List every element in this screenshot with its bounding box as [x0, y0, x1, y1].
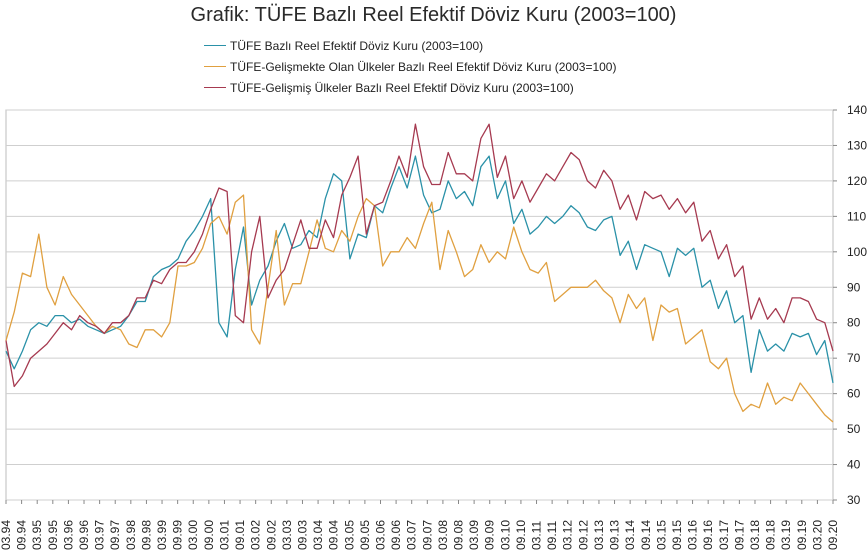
series-line-2: [5, 123, 834, 388]
y-tick-label: 60: [847, 387, 861, 401]
y-tick-label: 30: [847, 493, 861, 507]
x-tick-label: 09.07: [420, 520, 434, 550]
x-tick-label: 03.94: [0, 520, 13, 550]
x-tick-label: 09.13: [608, 520, 622, 550]
x-tick-label: 03.12: [561, 520, 575, 550]
x-tick-label: 09.20: [826, 520, 840, 550]
x-tick-label: 03.05: [342, 520, 356, 550]
x-tick-label: 03.19: [779, 520, 793, 550]
legend-label-tufe: TÜFE Bazlı Reel Efektif Döviz Kuru (2003…: [230, 38, 484, 53]
x-tick-label: 03.99: [155, 520, 169, 550]
x-tick-label: 03.01: [217, 520, 231, 550]
x-tick-label: 03.04: [311, 520, 325, 550]
legend-label-developed: TÜFE-Gelişmiş Ülkeler Bazlı Reel Efektif…: [230, 80, 574, 95]
x-tick-label: 03.98: [124, 520, 138, 550]
legend-entry: TÜFE Bazlı Reel Efektif Döviz Kuru (2003…: [204, 35, 616, 56]
legend-label-emerging: TÜFE-Gelişmekte Olan Ülkeler Bazlı Reel …: [230, 59, 617, 74]
series-line-0: [5, 155, 834, 384]
x-tick-label: 09.96: [77, 520, 91, 550]
y-tick-label: 100: [847, 245, 867, 259]
x-tick-label: 09.97: [108, 520, 122, 550]
x-tick-label: 03.14: [623, 520, 637, 550]
x-tick-label: 09.00: [202, 520, 216, 550]
x-tick-label: 09.99: [171, 520, 185, 550]
x-tick-label: 03.13: [592, 520, 606, 550]
series-line-1: [5, 194, 834, 423]
x-tick-label: 09.09: [483, 520, 497, 550]
y-tick-label: 70: [847, 351, 861, 365]
y-tick-label: 90: [847, 280, 861, 294]
x-tick-label: 03.18: [748, 520, 762, 550]
x-tick-label: 03.95: [30, 520, 44, 550]
x-tick-label: 09.14: [639, 520, 653, 550]
x-tick-label: 09.06: [389, 520, 403, 550]
legend-swatch-emerging: [204, 66, 226, 67]
x-tick-label: 09.05: [358, 520, 372, 550]
x-tick-label: 03.03: [280, 520, 294, 550]
x-tick-label: 03.20: [810, 520, 824, 550]
x-tick-label: 09.08: [452, 520, 466, 550]
x-tick-label: 09.12: [576, 520, 590, 550]
chart-legend: TÜFE Bazlı Reel Efektif Döviz Kuru (2003…: [204, 35, 616, 98]
x-tick-label: 09.16: [701, 520, 715, 550]
legend-swatch-developed: [204, 87, 226, 88]
plot-area: [5, 109, 834, 501]
x-tick-label: 09.18: [764, 520, 778, 550]
x-tick-label: 03.16: [686, 520, 700, 550]
x-tick-label: 09.98: [139, 520, 153, 550]
x-tick-label: 09.95: [46, 520, 60, 550]
legend-entry: TÜFE-Gelişmekte Olan Ülkeler Bazlı Reel …: [204, 56, 616, 77]
y-tick-label: 80: [847, 316, 861, 330]
y-tick-label: 110: [847, 209, 866, 223]
x-tick-label: 03.00: [186, 520, 200, 550]
x-tick-label: 03.08: [436, 520, 450, 550]
x-tick-label: 03.97: [93, 520, 107, 550]
legend-entry: TÜFE-Gelişmiş Ülkeler Bazlı Reel Efektif…: [204, 77, 616, 98]
y-tick-label: 130: [847, 138, 867, 152]
y-tick-label: 40: [847, 458, 861, 472]
x-tick-label: 03.07: [405, 520, 419, 550]
x-tick-label: 09.01: [233, 520, 247, 550]
y-tick-label: 50: [847, 422, 861, 436]
chart-title: Grafik: TÜFE Bazlı Reel Efektif Döviz Ku…: [190, 4, 677, 26]
x-tick-label: 09.02: [264, 520, 278, 550]
x-tick-label: 09.10: [514, 520, 528, 550]
x-tick-label: 03.10: [498, 520, 512, 550]
x-tick-label: 09.03: [295, 520, 309, 550]
x-tick-label: 03.02: [249, 520, 263, 550]
x-tick-label: 09.19: [795, 520, 809, 550]
x-tick-label: 03.96: [61, 520, 75, 550]
legend-swatch-tufe: [204, 45, 226, 46]
x-tick-label: 03.15: [654, 520, 668, 550]
y-tick-label: 120: [847, 174, 867, 188]
x-tick-label: 03.06: [373, 520, 387, 550]
x-tick-label: 09.94: [15, 520, 29, 550]
x-tick-label: 09.17: [732, 520, 746, 550]
x-tick-label: 03.11: [530, 521, 544, 550]
x-tick-label: 03.09: [467, 520, 481, 550]
y-tick-label: 140: [847, 103, 867, 117]
x-tick-label: 09.11: [545, 521, 559, 550]
x-tick-label: 09.15: [670, 520, 684, 550]
x-tick-label: 03.17: [717, 520, 731, 550]
x-tick-label: 09.04: [327, 520, 341, 550]
